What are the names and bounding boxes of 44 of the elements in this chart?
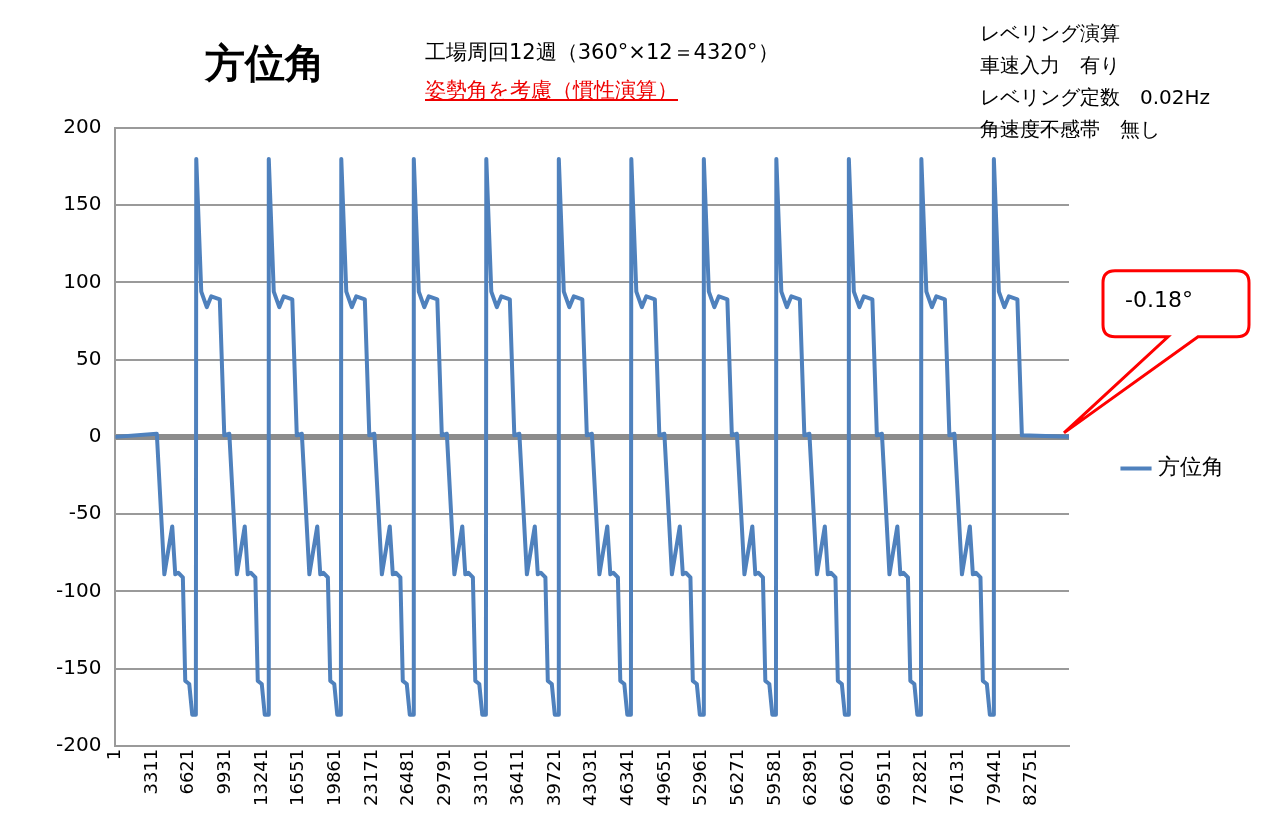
chart-title: 方位角 xyxy=(205,39,325,88)
y-tick-label: -200 xyxy=(56,731,102,756)
legend-label: 方位角 xyxy=(1158,454,1224,480)
chart-subtitle: 工場周回12週（360°×12＝4320°） xyxy=(425,39,779,66)
x-tick-label: 82751 xyxy=(1019,748,1041,806)
y-tick-label: 200 xyxy=(63,114,102,139)
x-tick-label: 66201 xyxy=(836,748,858,806)
text: レベリング演算 xyxy=(980,20,1120,47)
text: 車速入力 有り xyxy=(980,52,1120,79)
y-tick-label: -50 xyxy=(68,500,102,525)
x-tick-label: 79441 xyxy=(982,748,1004,806)
y-tick-label: 150 xyxy=(63,191,102,216)
x-tick-label: 3311 xyxy=(139,748,161,795)
y-tick-label: 0 xyxy=(88,423,102,448)
text: -0.18° xyxy=(1125,286,1193,312)
x-tick-label: 29791 xyxy=(432,748,454,806)
x-tick-label: 46341 xyxy=(616,748,638,806)
text: 姿勢角を考慮（慣性演算） xyxy=(425,77,678,104)
y-tick-label: 50 xyxy=(75,345,102,370)
x-tick-label: 62891 xyxy=(799,748,821,806)
x-tick-label: 39721 xyxy=(542,748,564,806)
x-tick-label: 9931 xyxy=(213,748,235,795)
annotation: 角速度不感帯 無し xyxy=(980,116,1160,143)
x-tick-label: 36411 xyxy=(506,748,528,806)
y-tick-label: -150 xyxy=(56,654,102,679)
x-tick-label: 13241 xyxy=(249,748,271,806)
x-tick-label: 72821 xyxy=(909,748,931,806)
x-tick-label: 52961 xyxy=(689,748,711,806)
y-tick-label: -100 xyxy=(56,577,102,602)
text: レベリング定数 0.02Hz xyxy=(980,84,1211,111)
x-tick-label: 23171 xyxy=(359,748,381,806)
x-tick-label: 56271 xyxy=(726,748,748,806)
x-tick-label: 6621 xyxy=(176,748,198,795)
x-tick-label: 26481 xyxy=(396,748,418,806)
x-tick-label: 1 xyxy=(103,748,125,761)
x-tick-label: 33101 xyxy=(469,748,491,806)
x-tick-label: 43031 xyxy=(579,748,601,806)
x-tick-label: 19861 xyxy=(322,748,344,806)
x-tick-label: 49651 xyxy=(652,748,674,806)
y-tick-label: 100 xyxy=(63,268,102,293)
x-tick-label: 76131 xyxy=(945,748,967,806)
x-tick-label: 69511 xyxy=(872,748,894,806)
x-tick-label: 59581 xyxy=(762,748,784,806)
x-tick-label: 16551 xyxy=(286,748,308,806)
